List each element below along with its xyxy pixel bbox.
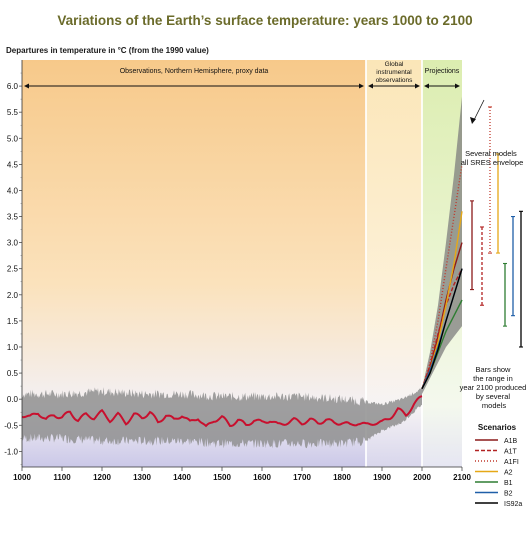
x-tick-label: 1700 bbox=[293, 473, 311, 482]
proj-arrow-head-left bbox=[424, 83, 429, 89]
axis-layer: 6.0 5.5 5.0 4.5 4.0 3.5 3.0 2.5 2.0 1.5 1.0 0.5 0.0 -… bbox=[4, 60, 471, 482]
legend-label-a1fi: A1FI bbox=[504, 459, 519, 466]
legend-label-is92a: IS92a bbox=[504, 501, 522, 508]
chart-title: Variations of the Earth’s surface temper… bbox=[57, 13, 472, 28]
x-tick-label: 1100 bbox=[53, 473, 71, 482]
legend-title: Scenarios bbox=[478, 423, 517, 432]
series-line-is92a bbox=[421, 268, 463, 390]
x-tick-label: 1600 bbox=[253, 473, 271, 482]
proxy-series-line bbox=[21, 395, 423, 428]
legend-label-b2: B2 bbox=[504, 491, 513, 498]
y-tick-label: 4.0 bbox=[7, 186, 19, 195]
period-label-observations: Observations, Northern Hemisphere, proxy… bbox=[120, 68, 269, 75]
y-tick-label: 3.5 bbox=[7, 213, 19, 222]
legend-label-b1: B1 bbox=[504, 480, 513, 487]
obs-arrow-head-left bbox=[24, 83, 29, 89]
period-labels: Observations, Northern Hemisphere, proxy… bbox=[24, 61, 485, 124]
y-tick-label: 2.0 bbox=[7, 291, 19, 300]
y-tick-label: 3.0 bbox=[7, 239, 19, 248]
x-tick-label: 1000 bbox=[13, 473, 31, 482]
series-line-a1t bbox=[421, 268, 463, 389]
uncertainty-band-layer bbox=[22, 387, 422, 449]
y-tick-label: 5.5 bbox=[7, 108, 19, 117]
inst-arrow-head-left bbox=[368, 83, 373, 89]
y-tick-label: 2.5 bbox=[7, 265, 19, 274]
y-tick-label: 1.0 bbox=[7, 343, 19, 352]
y-tick-label: 4.5 bbox=[7, 160, 19, 169]
range-bars bbox=[470, 106, 523, 348]
legend: A1B A1T A1FI A2 B1 B2 IS92a bbox=[475, 438, 522, 508]
y-tick-label: -0.5 bbox=[4, 421, 18, 430]
obs-arrow-head-right bbox=[359, 83, 364, 89]
period-label-instrumental: Global instrumental observations bbox=[376, 61, 414, 84]
envelope-pointer-line bbox=[473, 99, 485, 121]
y-tick-label: 0.5 bbox=[7, 369, 19, 378]
x-tick-label: 2000 bbox=[413, 473, 431, 482]
legend-label-a1t: A1T bbox=[504, 449, 518, 456]
uncertainty-band bbox=[22, 387, 422, 449]
y-tick-label: 1.5 bbox=[7, 317, 19, 326]
x-tick-label: 1500 bbox=[213, 473, 231, 482]
inst-arrow-head-right bbox=[415, 83, 420, 89]
envelope-pointer-head bbox=[470, 117, 476, 124]
period-separator-1 bbox=[365, 60, 367, 467]
bars-note: Bars show the range in year 2100 produce… bbox=[460, 365, 529, 410]
envelope-label: Several models all SRES envelope bbox=[461, 149, 524, 167]
period-label-projections: Projections bbox=[425, 68, 460, 75]
x-tick-label: 2100 bbox=[453, 473, 471, 482]
legend-label-a2: A2 bbox=[504, 470, 513, 477]
x-tick-label: 1400 bbox=[173, 473, 191, 482]
series-line-a1fi bbox=[421, 164, 463, 389]
y-tick-label: 6.0 bbox=[7, 82, 19, 91]
x-tick-label: 1200 bbox=[93, 473, 111, 482]
y-tick-label: -1.0 bbox=[4, 447, 18, 456]
y-axis-label: Departures in temperature in °C (from th… bbox=[6, 46, 209, 55]
x-tick-label: 1900 bbox=[373, 473, 391, 482]
x-tick-label: 1300 bbox=[133, 473, 151, 482]
y-tick-label: 0.0 bbox=[7, 395, 19, 404]
series-layer bbox=[21, 164, 463, 428]
period-separator-2 bbox=[421, 60, 423, 467]
legend-label-a1b: A1B bbox=[504, 438, 518, 445]
x-tick-label: 1800 bbox=[333, 473, 351, 482]
proj-arrow-head-right bbox=[455, 83, 460, 89]
y-tick-label: 5.0 bbox=[7, 134, 19, 143]
